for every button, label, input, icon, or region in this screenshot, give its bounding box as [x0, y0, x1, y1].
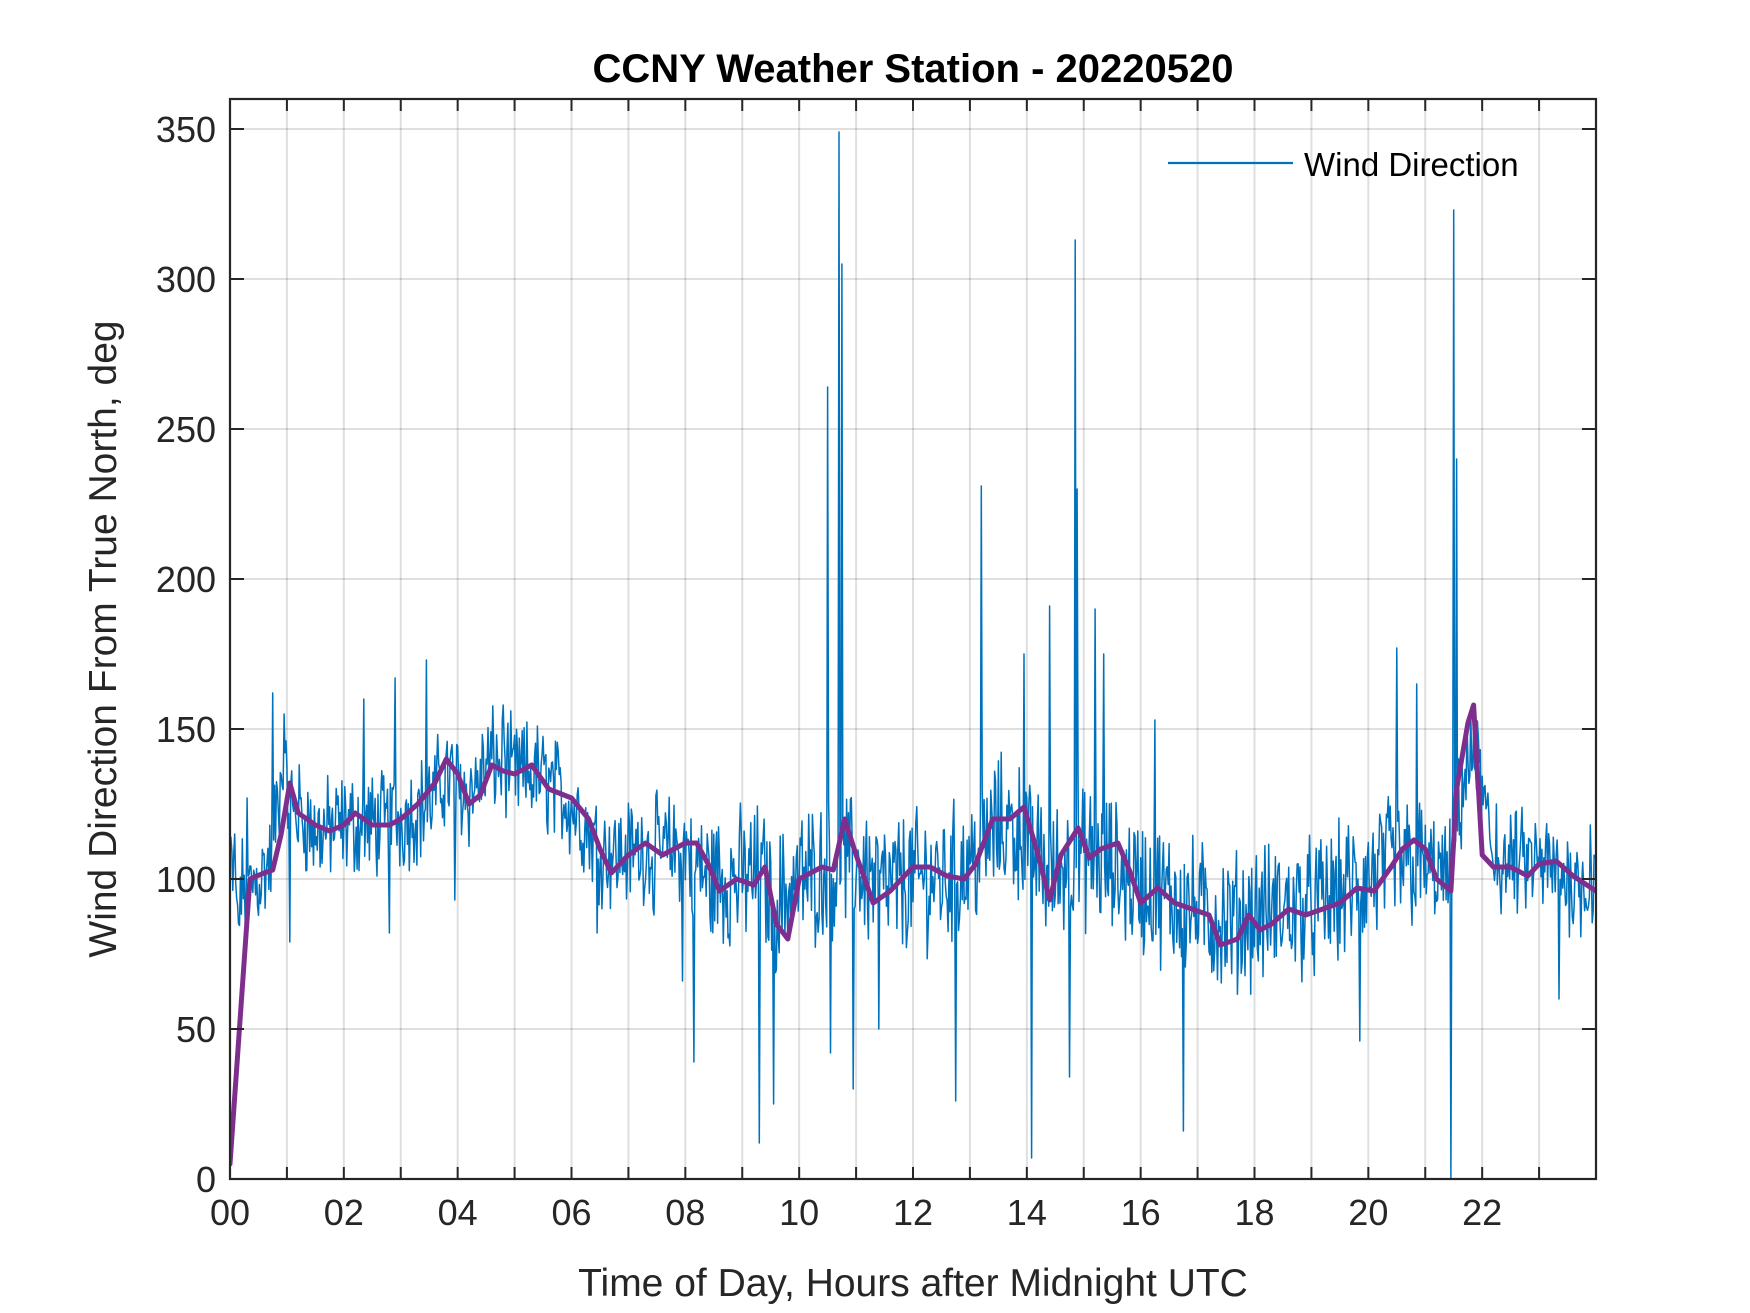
x-tick-label: 14	[1007, 1192, 1047, 1233]
x-axis-label: Time of Day, Hours after Midnight UTC	[578, 1262, 1248, 1305]
legend-label-wind-direction: Wind Direction	[1304, 146, 1519, 183]
series-layer	[230, 131, 1596, 1179]
y-axis-label: Wind Direction From True North, deg	[82, 320, 125, 957]
y-tick-label: 250	[156, 409, 216, 450]
y-tick-label: 350	[156, 109, 216, 150]
legend[interactable]: Wind Direction	[1168, 146, 1519, 183]
smoothed-wind-direction-line	[230, 702, 1596, 1167]
y-tick-label: 0	[196, 1159, 216, 1200]
y-tick-label: 150	[156, 709, 216, 750]
plot-area	[230, 99, 1596, 1179]
x-tick-label: 20	[1348, 1192, 1388, 1233]
chart-title: CCNY Weather Station - 20220520	[593, 47, 1234, 91]
x-tick-label: 00	[210, 1192, 250, 1233]
x-tick-label: 06	[551, 1192, 591, 1233]
x-tick-label: 02	[324, 1192, 364, 1233]
x-tick-label: 08	[665, 1192, 705, 1233]
y-tick-label: 50	[176, 1009, 216, 1050]
x-tick-label: 12	[893, 1192, 933, 1233]
y-tick-label: 300	[156, 259, 216, 300]
x-tick-label: 22	[1462, 1192, 1502, 1233]
x-tick-label: 10	[779, 1192, 819, 1233]
x-tick-label: 16	[1121, 1192, 1161, 1233]
y-tick-label: 200	[156, 559, 216, 600]
axis-ticks: 00 02 04 06 08 10 12 14 16 18 20 22 0 50 100 150 200 250 3…	[156, 99, 1596, 1233]
y-tick-label: 100	[156, 859, 216, 900]
x-tick-label: 04	[438, 1192, 478, 1233]
x-tick-label: 18	[1234, 1192, 1274, 1233]
